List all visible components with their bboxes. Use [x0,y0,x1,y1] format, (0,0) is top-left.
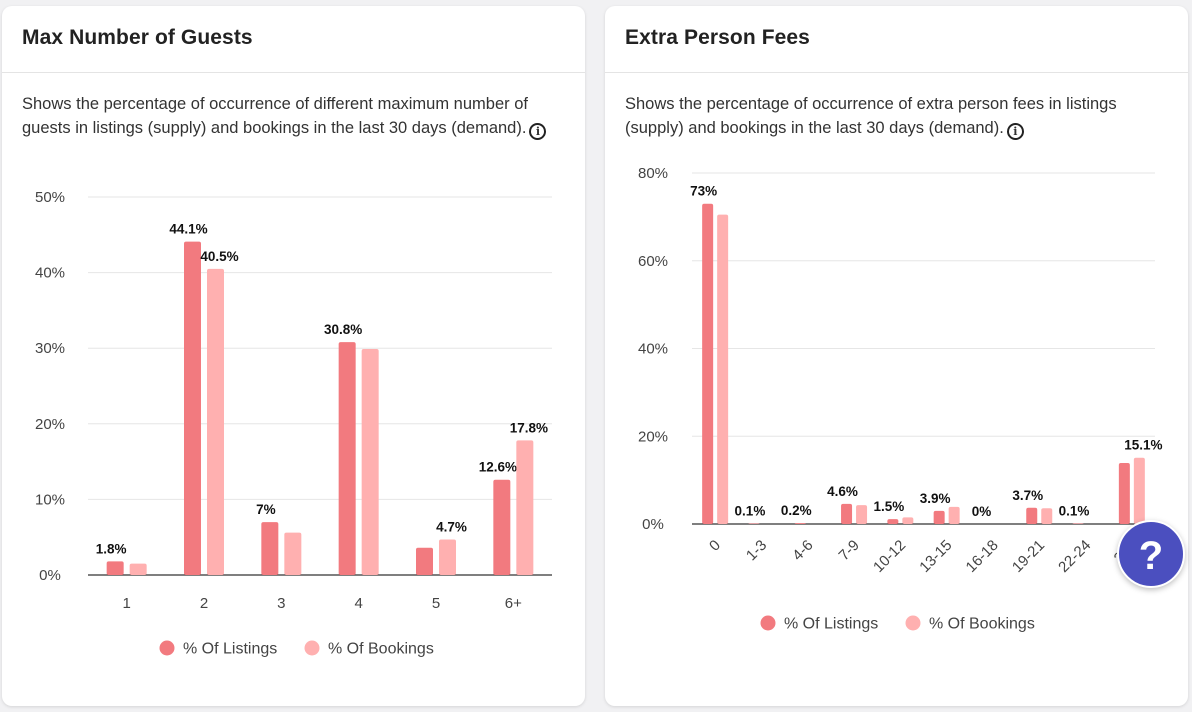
data-label: 0.1% [735,504,766,519]
y-tick-label: 0% [642,516,664,533]
legend: % Of Listings % Of Bookings [760,615,1035,633]
x-tick-label: 19-21 [1009,537,1048,576]
description-text: Shows the percentage of occurrence of di… [22,95,528,137]
legend-marker [760,615,776,631]
bar [948,506,960,524]
legend-label: % Of Listings [784,616,878,633]
card-description: Shows the percentage of occurrence of ex… [625,92,1170,140]
data-label: 40.5% [200,249,238,264]
bar [439,539,456,575]
y-tick-label: 30% [35,340,65,357]
info-icon[interactable]: i [529,123,547,140]
data-label: 1.8% [96,541,127,556]
bar [1118,463,1130,524]
x-tick-label: 13-15 [916,537,955,576]
bar [207,268,224,575]
x-tick-label: 4-6 [789,537,816,564]
bar [129,563,147,575]
x-tick-label: 1-3 [743,537,770,564]
card-title: Extra Person Fees [625,26,810,49]
bar [416,547,433,575]
data-label: 0% [972,504,992,519]
data-label: 73% [690,184,717,199]
bar [284,532,302,575]
extra-person-fees-chart: 0% 20% 40% 60% 80% 73% 0 0.1% 1-3 0.2% 4-6 4.6% 7-9 1… [638,165,1163,633]
bar [261,522,279,575]
data-label: 44.1% [169,222,207,237]
data-label: 12.6% [479,460,517,475]
legend: % Of Listings % Of Bookings [159,640,434,658]
data-label: 30.8% [324,322,362,337]
y-tick-label: 20% [35,416,65,433]
y-tick-label: 50% [35,189,65,206]
x-tick-label: 0 [706,537,724,555]
x-tick-label: 3 [277,595,285,612]
bar [1133,457,1145,524]
y-tick-label: 60% [638,253,668,270]
legend-label: % Of Bookings [328,641,434,658]
bar [887,519,899,524]
card-header: Max Number of Guests [2,6,585,73]
data-label: 1.5% [873,499,904,514]
y-tick-label: 0% [39,567,61,584]
x-tick-label: 4 [354,595,362,612]
bar [184,241,201,575]
bar [933,510,945,524]
data-label: 0.2% [781,503,812,518]
data-label: 17.8% [510,420,548,435]
y-tick-label: 40% [638,341,668,358]
x-tick-label: 6+ [505,595,522,612]
data-label: 3.7% [1012,488,1043,503]
card-title: Max Number of Guests [22,26,253,49]
x-tick-label: 16-18 [963,537,1002,576]
legend-label: % Of Listings [183,641,277,658]
bar [841,503,853,524]
y-tick-label: 20% [638,428,668,445]
bar [1041,508,1053,524]
data-label: 4.6% [827,484,858,499]
max-guests-card: Max Number of Guests Shows the percentag… [2,6,585,706]
legend-marker [304,640,320,656]
data-label: 15.1% [1124,438,1162,453]
x-tick-label: 10-12 [870,537,909,576]
extra-person-fees-card: Extra Person Fees Shows the percentage o… [605,6,1188,706]
x-tick-label: 2 [200,595,208,612]
help-button[interactable]: ? [1117,520,1185,588]
legend-label: % Of Bookings [929,616,1035,633]
bar [1026,507,1038,524]
bar [516,440,534,575]
x-tick-label: 22-24 [1055,537,1094,576]
bar [106,561,124,575]
bar [856,505,868,524]
bar [338,342,356,575]
card-description: Shows the percentage of occurrence of di… [22,92,567,140]
bar [361,348,379,575]
data-label: 7% [256,502,276,517]
card-header: Extra Person Fees [605,6,1188,73]
info-icon[interactable]: i [1006,123,1024,140]
data-label: 0.1% [1059,504,1090,519]
bar [717,214,729,524]
bar [794,523,806,524]
legend-marker [905,615,921,631]
x-tick-label: 5 [432,595,440,612]
x-tick-label: 7-9 [836,537,863,564]
y-tick-label: 80% [638,165,668,182]
description-text: Shows the percentage of occurrence of ex… [625,95,1117,137]
y-tick-label: 40% [35,265,65,282]
data-label: 3.9% [920,491,951,506]
bar [702,203,714,524]
max-guests-chart: 0% 10% 20% 30% 40% 50% 1.8% 1 44.1% 40.5% 2 7% 3 30.8… [35,189,552,658]
x-tick-label: 1 [122,595,130,612]
bar [902,517,914,524]
legend-marker [159,640,175,656]
bar [493,479,511,575]
data-label: 4.7% [436,519,467,534]
question-icon: ? [1138,534,1164,578]
y-tick-label: 10% [35,491,65,508]
